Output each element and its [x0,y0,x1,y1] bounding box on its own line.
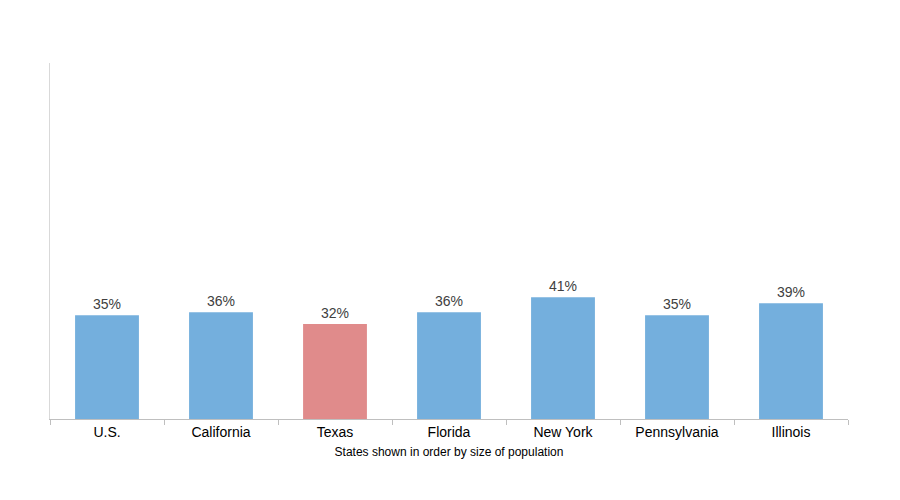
svg-text:39%: 39% [777,284,805,300]
svg-text:Illinois: Illinois [772,424,811,440]
svg-text:35%: 35% [663,296,691,312]
svg-text:36%: 36% [435,293,463,309]
svg-text:35%: 35% [93,296,121,312]
svg-text:U.S.: U.S. [93,424,120,440]
svg-text:States shown in order by size: States shown in order by size of populat… [335,445,564,459]
svg-text:32%: 32% [321,305,349,321]
svg-text:California: California [191,424,250,440]
svg-text:Florida: Florida [428,424,471,440]
svg-text:41%: 41% [549,278,577,294]
svg-text:Pennsylvania: Pennsylvania [635,424,718,440]
svg-text:Texas: Texas [317,424,354,440]
svg-text:36%: 36% [207,293,235,309]
svg-text:New York: New York [533,424,593,440]
